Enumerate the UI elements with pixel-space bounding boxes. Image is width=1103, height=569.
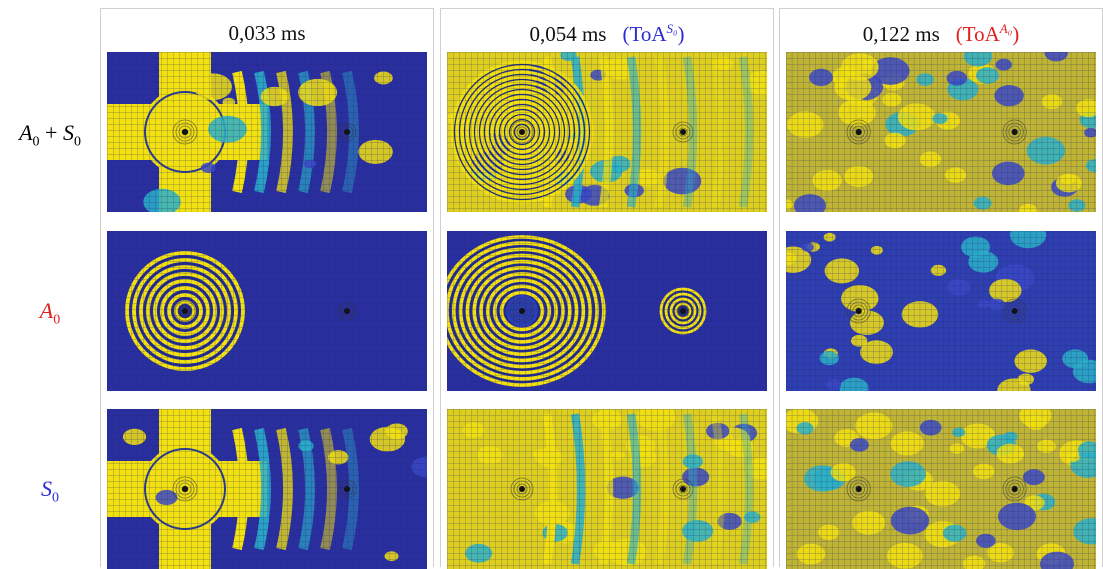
toa-text: (ToA	[622, 22, 667, 46]
row-label-a0: A0	[0, 298, 100, 328]
time-label: 0,122 ms	[862, 22, 940, 46]
column-0033ms: 0,033 ms	[100, 8, 434, 567]
panel-s0-0054	[447, 409, 767, 569]
panel-s0-0122	[786, 409, 1096, 569]
panel-a0s0-0122	[786, 52, 1096, 212]
label-sub: 0	[52, 490, 59, 506]
toa-a0-tag: (ToAA₀)	[955, 21, 1020, 46]
label-sub: 0	[53, 312, 61, 328]
toa-text: (ToA	[955, 22, 1000, 46]
column-title: 0,122 ms (ToAA₀)	[780, 21, 1102, 47]
toa-sup: S₀	[666, 21, 678, 36]
column-title: 0,033 ms	[101, 21, 433, 46]
label-a: A	[19, 120, 33, 145]
panel-a0s0-0033	[107, 52, 427, 212]
column-0054ms: 0,054 ms (ToAS₀)	[440, 8, 774, 567]
label-s: S	[41, 476, 52, 501]
toa-close: )	[677, 22, 685, 46]
panel-a0s0-0054	[447, 52, 767, 212]
label-s: S	[62, 120, 74, 145]
panel-a0-0122	[786, 231, 1096, 391]
row-label-s0: S0	[0, 476, 100, 506]
panel-a0-0054	[447, 231, 767, 391]
toa-sup: A₀	[999, 21, 1013, 36]
time-label: 0,033 ms	[228, 21, 306, 45]
label-sub: 0	[32, 134, 40, 150]
column-title: 0,054 ms (ToAS₀)	[441, 21, 773, 47]
time-label: 0,054 ms	[529, 22, 607, 46]
toa-s0-tag: (ToAS₀)	[622, 21, 685, 46]
label-sub: 0	[73, 134, 81, 150]
toa-close: )	[1012, 22, 1020, 46]
panel-a0-0033	[107, 231, 427, 391]
label-a: A	[39, 298, 54, 323]
plus-sign: +	[45, 120, 58, 145]
panel-s0-0033	[107, 409, 427, 569]
row-label-a0-plus-s0: A0 + S0	[0, 120, 100, 150]
